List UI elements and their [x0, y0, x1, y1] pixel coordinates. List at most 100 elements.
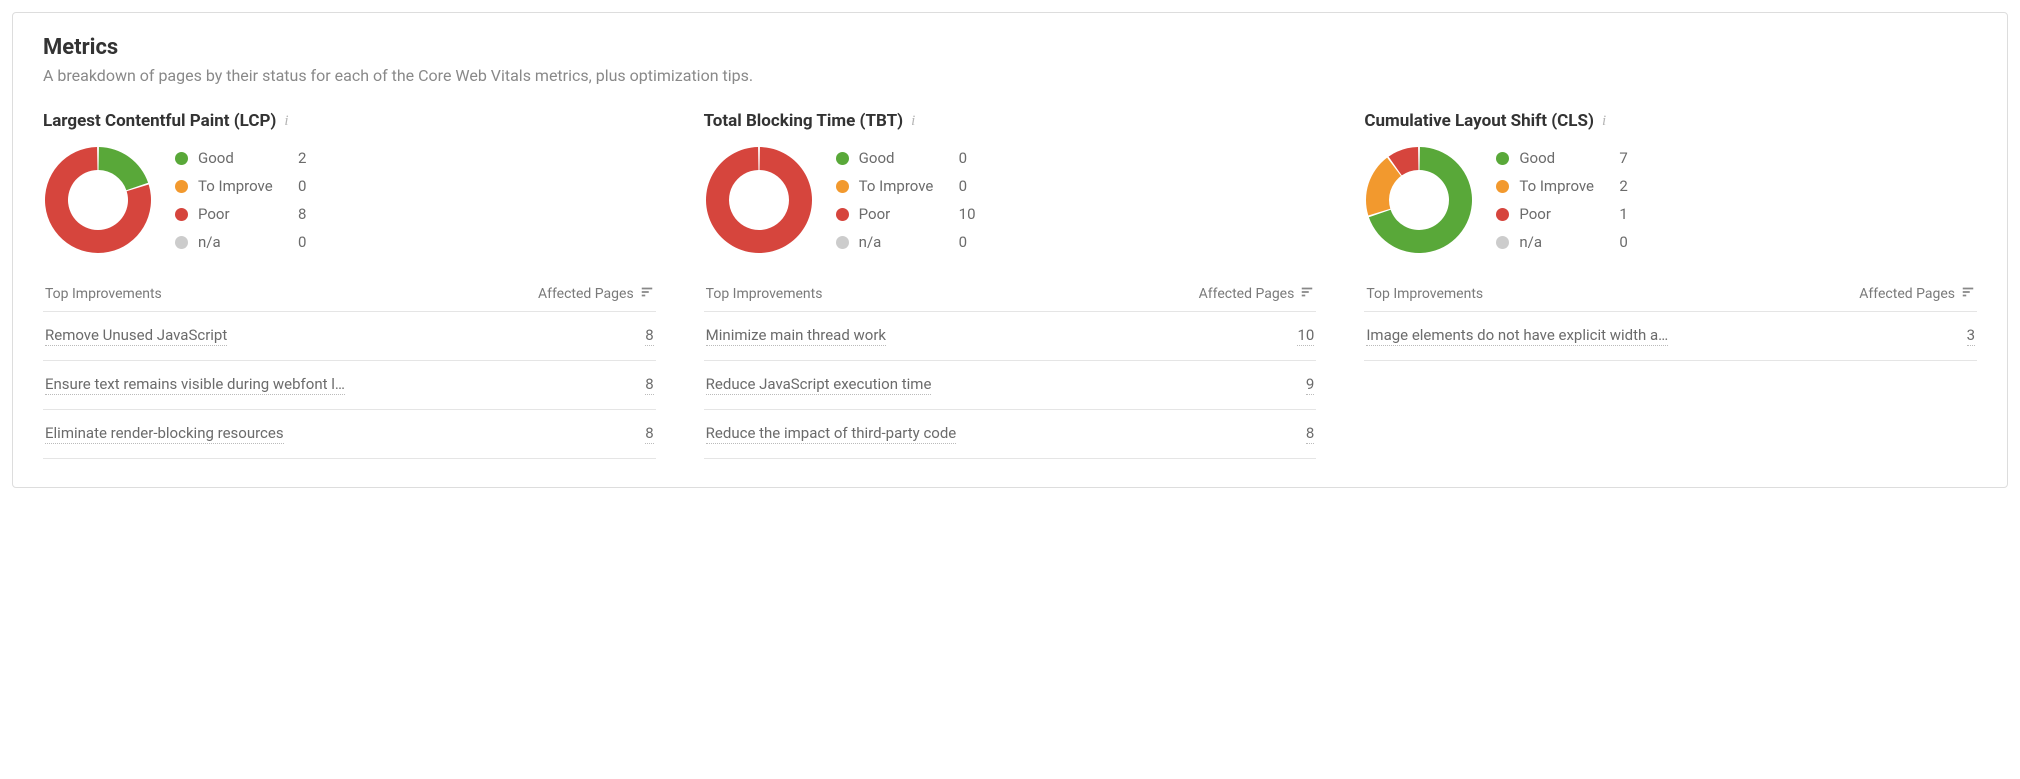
legend-dot-icon	[175, 180, 188, 193]
donut-chart	[1364, 145, 1474, 255]
legend-row-good[interactable]: Good7	[1496, 149, 1977, 167]
legend-row-na[interactable]: n/a0	[836, 233, 1317, 251]
improvement-label[interactable]: Reduce the impact of third-party code	[706, 424, 957, 444]
legend-label: To Improve	[859, 177, 949, 195]
improvement-count[interactable]: 10	[1297, 326, 1314, 346]
improvement-row[interactable]: Image elements do not have explicit widt…	[1364, 312, 1977, 361]
info-icon[interactable]: i	[1602, 113, 1606, 130]
legend-label: Poor	[859, 205, 949, 223]
legend-value: 2	[1619, 177, 1643, 195]
legend-value: 0	[959, 149, 983, 167]
improvement-row[interactable]: Eliminate render-blocking resources 8	[43, 410, 656, 459]
improvements-header-left: Top Improvements	[706, 286, 823, 302]
legend-dot-icon	[1496, 236, 1509, 249]
legend-dot-icon	[1496, 152, 1509, 165]
panel-title: Metrics	[43, 35, 1977, 60]
legend-label: To Improve	[1519, 177, 1609, 195]
improvement-count[interactable]: 3	[1967, 326, 1975, 346]
legend-row-good[interactable]: Good 2	[175, 149, 656, 167]
legend-label: Good	[859, 149, 949, 167]
legend-value: 2	[298, 149, 322, 167]
affected-pages-label: Affected Pages	[1859, 286, 1955, 302]
improvement-label[interactable]: Eliminate render-blocking resources	[45, 424, 284, 444]
info-icon[interactable]: i	[284, 113, 288, 130]
metric-title-text: Largest Contentful Paint (LCP)	[43, 111, 276, 131]
legend-row-improve[interactable]: To Improve 0	[836, 177, 1317, 195]
metric-cls: Cumulative Layout Shift (CLS) i Good7 To Im…	[1364, 111, 1977, 459]
sort-icon[interactable]	[1961, 285, 1975, 303]
legend-row-poor[interactable]: Poor 1	[1496, 205, 1977, 223]
improvement-row[interactable]: Reduce JavaScript execution time 9	[704, 361, 1317, 410]
metric-title: Total Blocking Time (TBT) i	[704, 111, 1317, 131]
legend-row-good[interactable]: Good 0	[836, 149, 1317, 167]
improvement-count[interactable]: 8	[645, 424, 653, 444]
sort-icon[interactable]	[640, 285, 654, 303]
info-icon[interactable]: i	[911, 113, 915, 130]
legend-dot-icon	[1496, 208, 1509, 221]
improvement-row[interactable]: Reduce the impact of third-party code 8	[704, 410, 1317, 459]
improvement-label[interactable]: Minimize main thread work	[706, 326, 886, 346]
donut-chart	[704, 145, 814, 255]
improvement-row[interactable]: Ensure text remains visible during webfo…	[43, 361, 656, 410]
improvement-row[interactable]: Minimize main thread work 10	[704, 312, 1317, 361]
metric-title: Largest Contentful Paint (LCP) i	[43, 111, 656, 131]
legend-row-poor[interactable]: Poor8	[175, 205, 656, 223]
legend-value: 7	[1619, 149, 1643, 167]
legend-value: 8	[298, 205, 322, 223]
legend-value: 0	[1619, 233, 1643, 251]
legend-row-na[interactable]: n/a 0	[175, 233, 656, 251]
legend-label: To Improve	[198, 177, 288, 195]
legend-dot-icon	[836, 208, 849, 221]
sort-icon[interactable]	[1300, 285, 1314, 303]
panel-subtitle: A breakdown of pages by their status for…	[43, 66, 1977, 85]
legend-dot-icon	[836, 180, 849, 193]
improvements-header-right[interactable]: Affected Pages	[1199, 285, 1315, 303]
improvements-header-right[interactable]: Affected Pages	[538, 285, 654, 303]
legend: Good7 To Improve 2 Poor 1 n/a 0	[1496, 145, 1977, 251]
legend-label: n/a	[198, 233, 288, 251]
legend-label: Good	[198, 149, 288, 167]
improvements-header-left: Top Improvements	[45, 286, 162, 302]
legend-row-improve[interactable]: To Improve0	[175, 177, 656, 195]
legend-label: Poor	[1519, 205, 1609, 223]
improvement-row[interactable]: Remove Unused JavaScript 8	[43, 312, 656, 361]
improvement-label[interactable]: Image elements do not have explicit widt…	[1366, 326, 1668, 346]
improvements-header: Top Improvements Affected Pages	[704, 277, 1317, 312]
legend-row-poor[interactable]: Poor 10	[836, 205, 1317, 223]
legend-dot-icon	[836, 236, 849, 249]
improvement-count[interactable]: 8	[645, 375, 653, 395]
metrics-panel: Metrics A breakdown of pages by their st…	[12, 12, 2008, 488]
legend: Good 2 To Improve0 Poor8 n/a 0	[175, 145, 656, 251]
legend-dot-icon	[836, 152, 849, 165]
affected-pages-label: Affected Pages	[538, 286, 634, 302]
legend-label: n/a	[859, 233, 949, 251]
legend-dot-icon	[175, 208, 188, 221]
affected-pages-label: Affected Pages	[1199, 286, 1295, 302]
legend-value: 1	[1619, 205, 1643, 223]
improvement-count[interactable]: 8	[645, 326, 653, 346]
improvements-header: Top Improvements Affected Pages	[1364, 277, 1977, 312]
improvement-label[interactable]: Reduce JavaScript execution time	[706, 375, 932, 395]
improvement-label[interactable]: Ensure text remains visible during webfo…	[45, 375, 345, 395]
improvement-count[interactable]: 8	[1306, 424, 1314, 444]
metrics-columns: Largest Contentful Paint (LCP)iGood2To I…	[43, 111, 1977, 459]
legend-value: 0	[298, 233, 322, 251]
metric-title-text: Cumulative Layout Shift (CLS)	[1364, 111, 1594, 131]
legend-row-na[interactable]: n/a 0	[1496, 233, 1977, 251]
chart-row: Good7 To Improve 2 Poor 1 n/a 0	[1364, 145, 1977, 255]
metric-tbt: Total Blocking Time (TBT)iGood0To Improv…	[704, 111, 1317, 459]
legend-dot-icon	[175, 236, 188, 249]
improvements-header-right[interactable]: Affected Pages	[1859, 285, 1975, 303]
improvement-count[interactable]: 9	[1306, 375, 1314, 395]
donut-chart	[43, 145, 153, 255]
legend-value: 10	[959, 205, 983, 223]
legend-label: n/a	[1519, 233, 1609, 251]
legend-row-improve[interactable]: To Improve 2	[1496, 177, 1977, 195]
legend-dot-icon	[175, 152, 188, 165]
metric-title-text: Total Blocking Time (TBT)	[704, 111, 903, 131]
improvement-label[interactable]: Remove Unused JavaScript	[45, 326, 227, 346]
legend-value: 0	[959, 177, 983, 195]
chart-row: Good 2 To Improve0 Poor8 n/a 0	[43, 145, 656, 255]
chart-row: Good 0 To Improve 0 Poor 10 n/a0	[704, 145, 1317, 255]
improvements-header-left: Top Improvements	[1366, 286, 1483, 302]
